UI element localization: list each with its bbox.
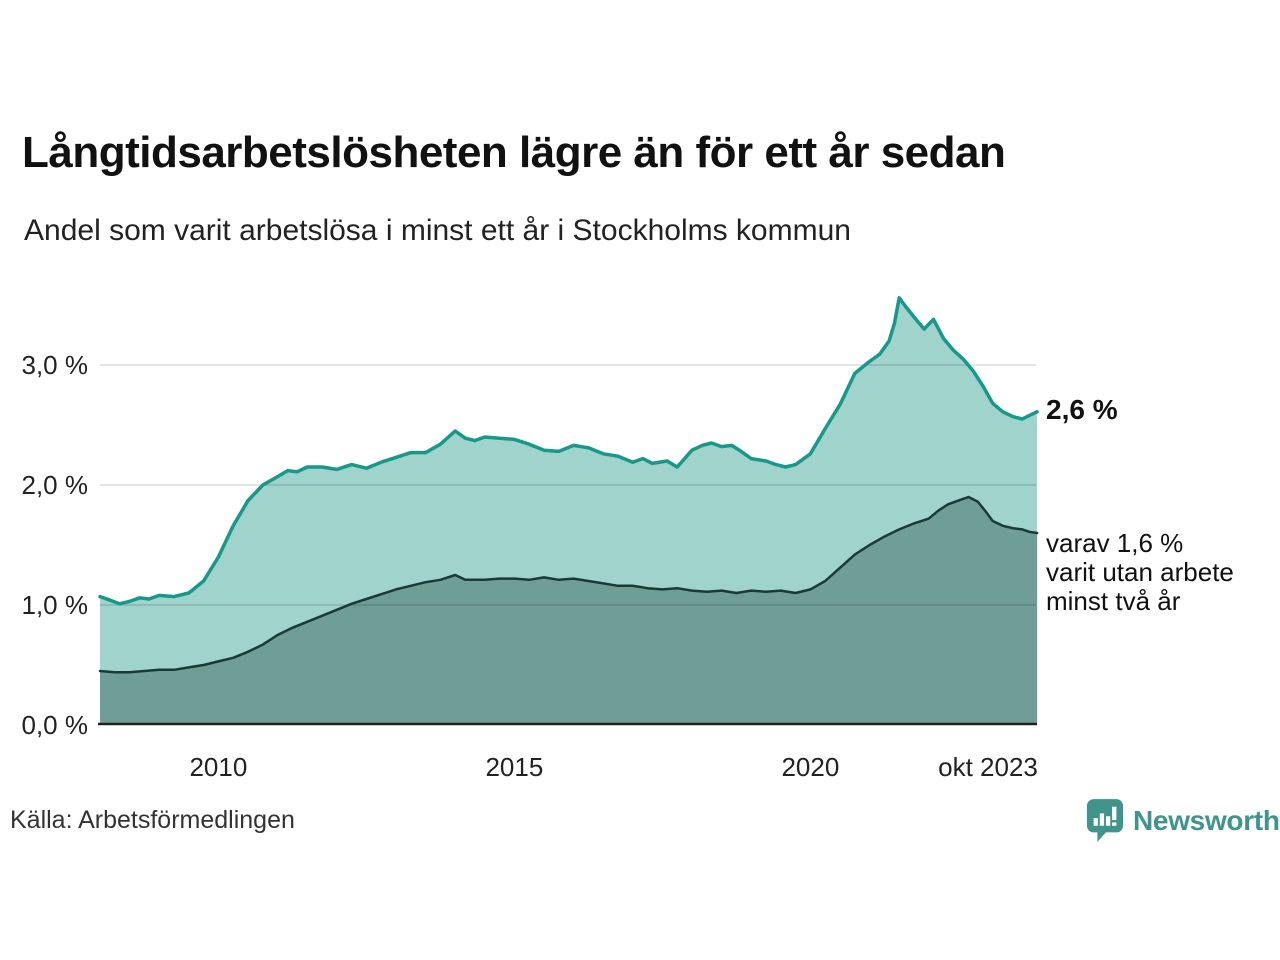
page-subtitle: Andel som varit arbetslösa i minst ett å… [24,214,851,247]
source-credit: Källa: Arbetsförmedlingen [10,806,295,834]
x-tick-label: okt 2023 [938,752,1038,782]
annotation-line: minst två år [1046,586,1181,616]
x-tick-label: 2020 [781,752,840,782]
newsworthy-brand: Newsworthy [1086,798,1280,844]
newsworthy-logo-icon [1086,799,1124,842]
annotation-line: varit utan arbete [1046,557,1234,587]
series-end-value-label: 2,6 % [1046,394,1118,425]
y-tick-label: 0,0 % [21,710,89,740]
x-tick-label: 2015 [485,752,544,782]
y-tick-label: 3,0 % [21,350,89,380]
brand-name: Newsworthy [1133,805,1280,836]
page-title: Långtidsarbetslösheten lägre än för ett … [22,128,1006,177]
x-tick-label: 2010 [189,752,248,782]
y-tick-label: 1,0 % [21,590,89,620]
y-tick-label: 2,0 % [21,470,89,500]
annotation-line: varav 1,6 % [1046,528,1184,558]
secondary-series-annotation: varav 1,6 % varit utan arbete minst två … [1046,529,1234,616]
